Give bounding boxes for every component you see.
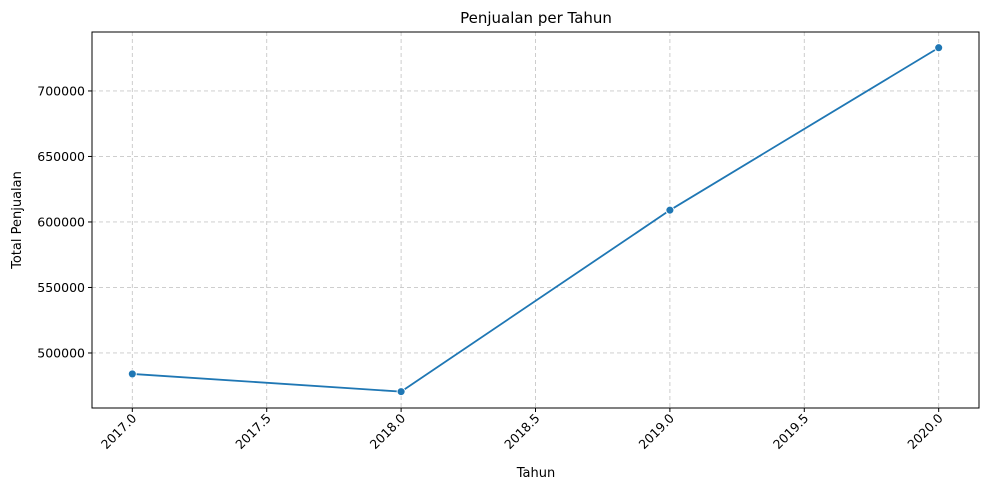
x-tick-label: 2020.0	[904, 410, 946, 452]
data-point	[127, 369, 137, 379]
x-axis-label: Tahun	[516, 466, 555, 481]
data-point	[665, 205, 675, 215]
y-tick-label: 600000	[37, 214, 85, 229]
data-point	[396, 387, 406, 397]
x-tick-label: 2019.5	[770, 411, 812, 453]
y-tick-label: 650000	[37, 149, 85, 164]
series-layer	[127, 43, 944, 397]
x-tick-label: 2017.0	[98, 410, 140, 452]
x-tick-label: 2019.0	[635, 410, 677, 452]
data-point	[934, 43, 944, 53]
y-axis-ticks: 500000 550000 600000 650000 700000	[37, 83, 92, 360]
x-axis-ticks: 2017.0 2017.5 2018.0 2018.5 2019.0 2019.5 2020…	[98, 408, 946, 452]
chart-title: Penjualan per Tahun	[460, 9, 612, 27]
y-tick-label: 700000	[37, 83, 85, 98]
y-tick-label: 500000	[37, 345, 85, 360]
x-tick-label: 2018.0	[367, 410, 409, 452]
grid-lines	[92, 32, 979, 408]
y-tick-label: 550000	[37, 280, 85, 295]
x-tick-label: 2018.5	[501, 411, 543, 453]
x-tick-label: 2017.5	[232, 411, 274, 453]
y-axis-label: Total Penjualan	[10, 171, 25, 270]
series-line	[132, 46, 940, 393]
